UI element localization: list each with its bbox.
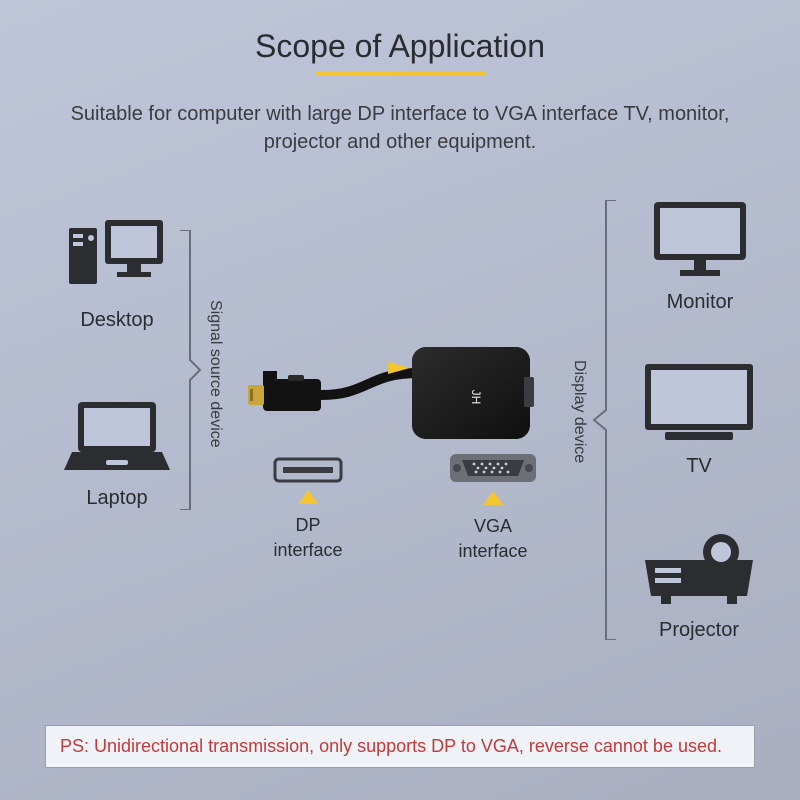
up-arrow-icon — [298, 490, 318, 504]
flow-arrow-icon — [388, 362, 410, 374]
device-projector: Projector — [636, 530, 762, 642]
desktop-label: Desktop — [62, 309, 172, 332]
laptop-icon — [62, 400, 172, 478]
tv-icon — [641, 360, 757, 446]
page-title: Scope of Application — [0, 28, 800, 65]
svg-text:JH: JH — [469, 390, 483, 405]
up-arrow-icon — [483, 491, 503, 505]
laptop-label: Laptop — [58, 487, 176, 510]
ps-note: PS: Unidirectional transmission, only su… — [45, 725, 755, 768]
device-laptop: Laptop — [58, 400, 176, 510]
projector-label: Projector — [636, 619, 762, 642]
page-subtitle: Suitable for computer with large DP inte… — [60, 100, 740, 156]
dp-label-1: DP — [258, 515, 358, 536]
vga-label-2: interface — [438, 541, 548, 562]
tv-label: TV — [636, 455, 762, 478]
vga-interface: VGA interface — [438, 450, 548, 561]
monitor-label: Monitor — [640, 291, 760, 314]
right-bracket — [592, 200, 618, 640]
projector-icon — [639, 530, 759, 610]
vga-label-1: VGA — [438, 516, 548, 537]
monitor-icon — [648, 200, 752, 282]
desktop-icon — [67, 220, 167, 300]
title-underline — [315, 72, 485, 76]
adapter-device: JH — [248, 335, 548, 455]
dp-label-2: interface — [258, 540, 358, 561]
display-vertical-label: Display device — [570, 360, 588, 463]
infographic-canvas: Scope of Application Suitable for comput… — [0, 0, 800, 800]
dp-port-icon — [273, 455, 343, 485]
device-monitor: Monitor — [640, 200, 760, 314]
device-desktop: Desktop — [62, 220, 172, 332]
source-vertical-label: Signal source device — [206, 300, 224, 448]
device-tv: TV — [636, 360, 762, 478]
left-bracket — [178, 230, 202, 510]
dp-interface: DP interface — [258, 455, 358, 560]
vga-port-icon — [448, 450, 538, 486]
